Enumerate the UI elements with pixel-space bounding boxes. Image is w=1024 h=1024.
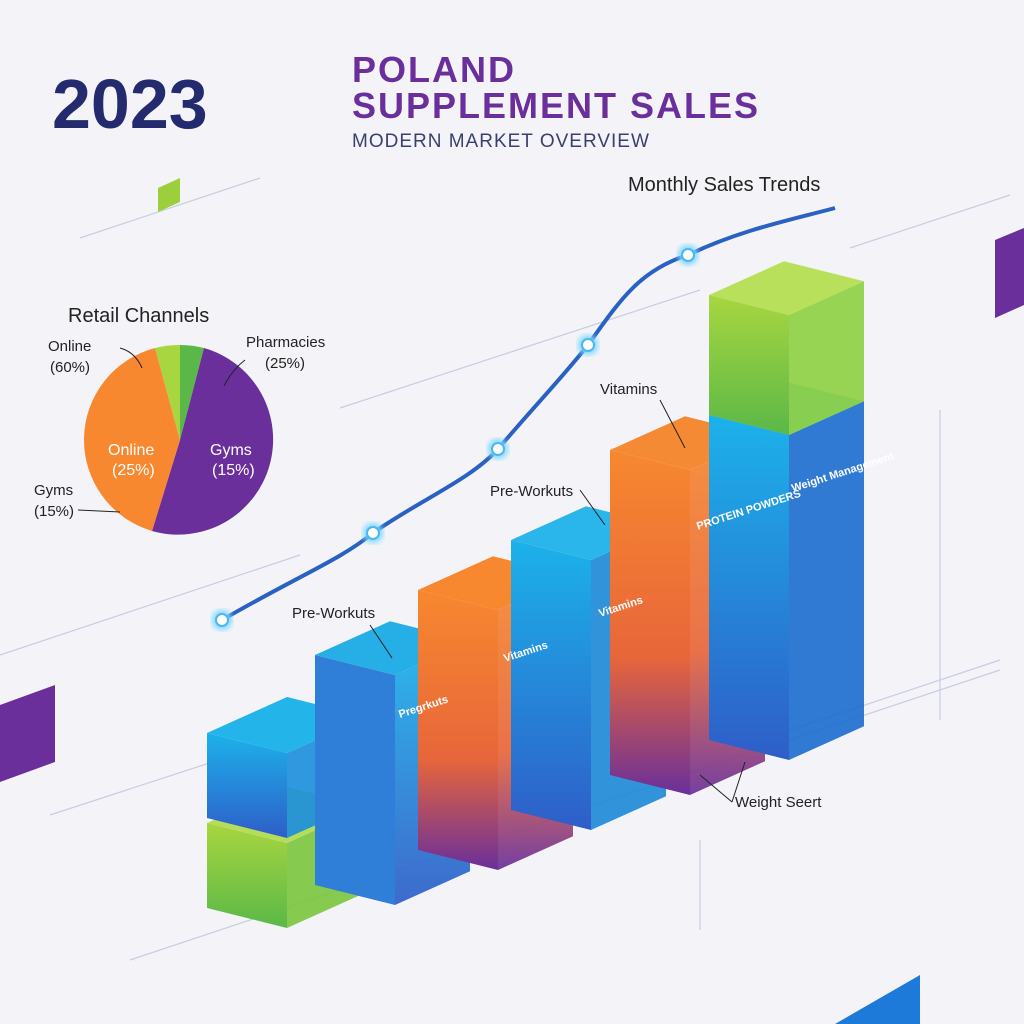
pie-label: (25%) [112,462,155,479]
box-face [709,295,789,435]
subtitle: MODERN MARKET OVERVIEW [352,131,650,152]
pie-label: Gyms [210,442,252,459]
pie-callout: (60%) [50,359,90,376]
deco-shape [0,685,55,782]
box-top [709,261,864,315]
box-face [207,733,287,838]
trend-dots [212,245,698,630]
title-line: SUPPLEMENT SALES [352,85,760,126]
pie-callout: Online [48,338,91,355]
bars [207,261,864,928]
pie-callout: Pharmacies [246,334,325,351]
bar-callout: Weight Seert [735,794,822,811]
year: 2023 [52,65,208,143]
box-face [315,655,395,905]
trend-title: Monthly Sales Trends [628,174,820,196]
box-side [789,281,864,435]
bar-callout: Vitamins [600,381,657,398]
callout-arrows [77,347,246,513]
deco-shape [158,178,180,212]
pie-callout: (15%) [34,503,74,520]
deco-shape [835,975,920,1024]
box-face [610,450,690,795]
dot [581,338,595,352]
pie [84,344,274,535]
dot [681,248,695,262]
bar-callout: Pre-Workuts [490,483,573,500]
box-face [207,823,287,928]
pie-label: Online [108,442,154,459]
box-face [511,540,591,830]
dot [491,442,505,456]
callout-arrows [369,399,746,803]
pie-title: Retail Channels [68,305,209,327]
box-face [418,590,498,870]
dot [366,526,380,540]
trend-line [221,206,836,622]
dot [215,613,229,627]
pie-callout: Gyms [34,482,73,499]
pie-label: (15%) [212,462,255,479]
title-line: POLAND [352,49,516,90]
bar-callout: Pre-Workuts [292,605,375,622]
deco-shape [995,228,1024,318]
box-side [789,401,864,760]
pie-callout: (25%) [265,355,305,372]
box-face [709,415,789,760]
